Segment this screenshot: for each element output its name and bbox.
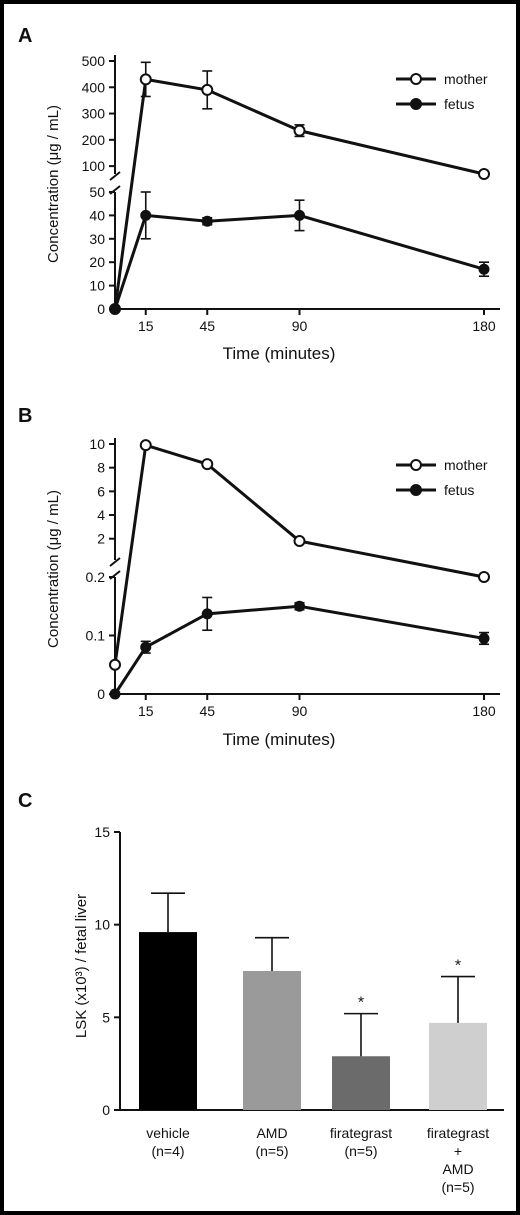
data-point-mother	[139, 439, 152, 452]
panel-c-label: C	[18, 790, 32, 812]
legend-marker	[410, 73, 422, 85]
y-tick-label: 15	[94, 824, 110, 840]
data-point-fetus	[201, 608, 213, 620]
panel-b-label: B	[18, 405, 32, 427]
y-tick-label: 40	[89, 207, 105, 223]
panel-c: C LSK (x10³) / fetal liver 0 5 10 15 vehicle…	[18, 790, 504, 1195]
category-label: AMD	[442, 1161, 473, 1177]
data-point-mother	[201, 458, 214, 471]
data-point-fetus	[478, 632, 490, 644]
panel-c-plot: 0 5 10 15 vehicle (n=4) AMD (n=5) * firategrast (n…	[94, 824, 504, 1195]
category-label: (n=5)	[441, 1179, 474, 1195]
y-tick-label: 6	[97, 483, 105, 499]
panel-b-plot: 0 0.1 0.2 2 4 6 8 10 15 45 90 180 mother fetus	[86, 436, 500, 719]
data-point-fetus	[294, 600, 305, 612]
data-point-mother	[478, 571, 490, 583]
data-point-fetus	[478, 263, 490, 275]
y-tick-label: 0	[97, 686, 105, 702]
data-point-fetus	[109, 303, 121, 315]
y-tick-label: 0.2	[86, 569, 106, 585]
legend-marker	[410, 98, 422, 110]
category-label: AMD	[256, 1125, 287, 1141]
panel-b: B Concentration (μg / mL) Time (minutes)…	[18, 405, 500, 749]
bar-3	[429, 1022, 487, 1110]
legend-label-mother: mother	[444, 457, 488, 473]
legend-marker	[410, 459, 422, 471]
legend-label-fetus: fetus	[444, 482, 474, 498]
legend-label-mother: mother	[444, 71, 488, 87]
y-tick-label: 2	[97, 531, 105, 547]
data-point-mother	[293, 124, 306, 137]
panel-b-xlabel: Time (minutes)	[223, 730, 336, 749]
data-point-fetus	[201, 215, 213, 227]
y-tick-label: 100	[82, 158, 106, 174]
category-label: firategrast	[427, 1125, 489, 1141]
x-tick-label: 15	[138, 318, 154, 334]
y-tick-label: 4	[97, 507, 105, 523]
significance-marker: *	[455, 958, 461, 975]
y-tick-label: 30	[89, 231, 105, 247]
category-label: (n=5)	[344, 1143, 377, 1159]
x-tick-label: 90	[292, 703, 308, 719]
y-tick-label: 10	[89, 436, 105, 452]
figure: A Concentration (μg / mL) Time (minutes)…	[4, 4, 516, 1211]
series-line-mother	[113, 77, 485, 310]
figure-svg: A Concentration (μg / mL) Time (minutes)…	[18, 25, 504, 1195]
y-tick-label: 0.1	[86, 628, 106, 644]
x-tick-label: 15	[138, 703, 154, 719]
panel-a-xlabel: Time (minutes)	[223, 344, 336, 363]
panel-a: A Concentration (μg / mL) Time (minutes)…	[18, 25, 500, 363]
legend-label-fetus: fetus	[444, 96, 474, 112]
series-line-mother	[113, 443, 485, 665]
category-label: firategrast	[330, 1125, 392, 1141]
y-tick-label: 500	[82, 53, 106, 69]
x-tick-label: 180	[472, 703, 496, 719]
significance-marker: *	[358, 995, 364, 1012]
panel-a-plot: 0 10 20 30 40 50 100 200 300 400 500 15 45 90 180 mothe…	[82, 53, 500, 334]
data-point-fetus	[294, 209, 305, 221]
y-tick-label: 10	[94, 917, 110, 933]
category-label: (n=4)	[151, 1143, 184, 1159]
data-point-fetus	[140, 641, 152, 653]
category-label: +	[454, 1143, 462, 1159]
data-point-mother	[139, 73, 152, 86]
bar-1	[243, 971, 301, 1110]
y-tick-label: 10	[89, 278, 105, 294]
data-point-fetus	[140, 209, 152, 221]
data-point-mother	[293, 535, 306, 548]
y-tick-label: 0	[97, 301, 105, 317]
series-line-fetus	[113, 604, 485, 695]
data-point-fetus	[109, 688, 121, 700]
x-tick-label: 90	[292, 318, 308, 334]
panel-a-label: A	[18, 25, 32, 47]
x-tick-label: 180	[472, 318, 496, 334]
y-tick-label: 300	[82, 106, 106, 122]
data-point-mother	[109, 658, 121, 671]
x-tick-label: 45	[199, 703, 215, 719]
axis-break-mark	[109, 557, 121, 567]
y-tick-label: 50	[89, 184, 105, 200]
axis-break-mark	[109, 171, 121, 181]
bar-2	[332, 1056, 390, 1110]
panel-b-ylabel: Concentration (μg / mL)	[45, 490, 62, 648]
legend-marker	[410, 484, 422, 496]
data-point-mother	[201, 83, 214, 96]
panel-a-ylabel: Concentration (μg / mL)	[45, 105, 62, 263]
y-tick-label: 8	[97, 460, 105, 476]
category-label: (n=5)	[255, 1143, 288, 1159]
y-tick-label: 400	[82, 79, 106, 95]
data-point-mother	[478, 168, 490, 180]
y-tick-label: 5	[102, 1009, 110, 1025]
category-label: vehicle	[146, 1125, 190, 1141]
y-tick-label: 200	[82, 132, 106, 148]
x-tick-label: 45	[199, 318, 215, 334]
bar-0	[139, 932, 197, 1110]
y-tick-label: 0	[102, 1102, 110, 1118]
panel-c-ylabel: LSK (x10³) / fetal liver	[73, 894, 90, 1038]
y-tick-label: 20	[89, 254, 105, 270]
